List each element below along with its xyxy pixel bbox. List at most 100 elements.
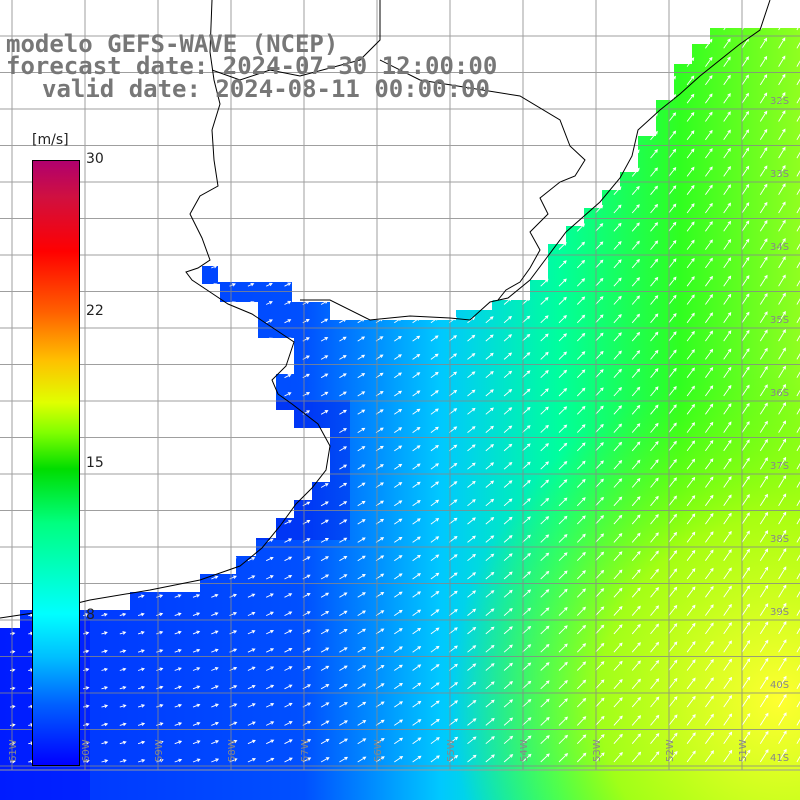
wind-arrow <box>101 686 109 690</box>
wind-arrow <box>668 604 678 616</box>
wind-arrow <box>284 520 293 525</box>
wind-arrow <box>430 171 439 177</box>
wind-arrow <box>394 482 403 488</box>
wind-arrow <box>394 116 402 122</box>
wind-arrow <box>686 28 695 31</box>
wind-arrow <box>394 372 402 379</box>
wind-arrow <box>485 224 494 232</box>
wind-arrow <box>759 566 769 580</box>
wind-arrow <box>485 261 494 269</box>
wind-arrow <box>156 320 163 324</box>
wind-arrow <box>339 28 346 31</box>
wind-arrow <box>156 521 163 525</box>
wind-arrow <box>595 241 604 250</box>
wind-arrow <box>778 566 787 580</box>
wind-arrow <box>485 535 495 543</box>
wind-arrow <box>137 612 145 617</box>
wind-arrow <box>741 712 751 726</box>
wind-arrow <box>558 205 567 214</box>
wind-arrow <box>357 683 367 690</box>
wind-arrow <box>119 594 127 599</box>
wind-arrow <box>137 521 145 525</box>
wind-arrow <box>522 534 531 543</box>
wind-arrow <box>631 313 641 324</box>
wind-arrow <box>467 626 477 635</box>
wind-arrow <box>668 586 678 598</box>
wind-arrow <box>759 584 769 598</box>
wind-arrow <box>796 730 800 744</box>
wind-arrow <box>540 96 549 104</box>
wind-arrow <box>558 333 567 342</box>
wind-arrow <box>284 629 293 635</box>
wind-arrow <box>211 740 220 745</box>
wind-arrow <box>503 315 512 324</box>
wind-arrow <box>576 624 587 635</box>
wind-arrow <box>595 131 604 141</box>
wind-arrow <box>796 657 800 671</box>
wind-arrow <box>101 430 108 434</box>
wind-arrow <box>650 459 659 470</box>
wind-arrow <box>705 294 713 305</box>
wind-arrow <box>613 551 623 562</box>
wind-arrow <box>83 594 90 599</box>
wind-arrow <box>448 718 459 726</box>
wind-arrow <box>394 354 402 360</box>
wind-arrow <box>741 658 751 671</box>
wind-arrow <box>723 275 732 287</box>
wind-arrow <box>430 627 440 635</box>
wind-arrow <box>320 410 329 415</box>
wind-arrow <box>357 519 366 525</box>
wind-arrow <box>576 643 587 653</box>
wind-arrow <box>412 43 420 49</box>
wind-arrow <box>320 337 329 342</box>
wind-arrow <box>613 58 622 67</box>
wind-arrow <box>357 628 367 635</box>
wind-arrow <box>650 313 659 324</box>
wind-arrow <box>778 529 787 543</box>
wind-arrow <box>503 480 513 488</box>
wind-arrow <box>394 701 404 708</box>
wind-arrow <box>430 718 440 726</box>
wind-arrow <box>540 114 549 122</box>
wind-arrow <box>503 151 512 159</box>
wind-arrow <box>741 110 750 122</box>
wind-arrow <box>576 150 585 159</box>
wind-arrow <box>705 440 714 452</box>
wind-arrow <box>668 239 677 250</box>
wind-arrow <box>540 187 549 196</box>
wind-arrow <box>668 659 678 671</box>
wind-arrow <box>485 644 495 653</box>
wind-arrow <box>705 458 714 470</box>
wind-arrow <box>320 665 330 671</box>
wind-arrow <box>576 59 585 67</box>
wind-arrow <box>723 603 732 616</box>
wind-arrow <box>576 278 586 287</box>
wind-arrow <box>613 733 623 745</box>
wind-arrow <box>686 385 695 397</box>
wind-arrow <box>778 639 787 653</box>
wind-arrow <box>247 319 255 324</box>
wind-arrow <box>357 28 365 31</box>
wind-arrow <box>229 118 236 123</box>
latitude-label: 41S <box>770 753 789 764</box>
wind-arrow <box>485 334 494 342</box>
wind-arrow <box>394 262 402 269</box>
wind-arrow <box>247 282 255 287</box>
wind-arrow <box>101 283 107 288</box>
latitude-label: 33S <box>770 169 789 180</box>
wind-arrow <box>778 456 787 470</box>
wind-arrow <box>412 627 422 635</box>
wind-arrow <box>247 173 254 177</box>
wind-arrow <box>394 518 403 525</box>
wind-arrow <box>723 56 731 67</box>
wind-arrow <box>448 682 459 690</box>
wind-arrow <box>595 168 604 177</box>
wind-arrow <box>778 602 787 616</box>
wind-arrow <box>540 132 549 141</box>
wind-arrow <box>723 713 733 726</box>
wind-arrow <box>247 520 256 525</box>
wind-arrow <box>137 265 144 269</box>
wind-arrow <box>558 460 568 470</box>
wind-arrow <box>284 428 292 434</box>
